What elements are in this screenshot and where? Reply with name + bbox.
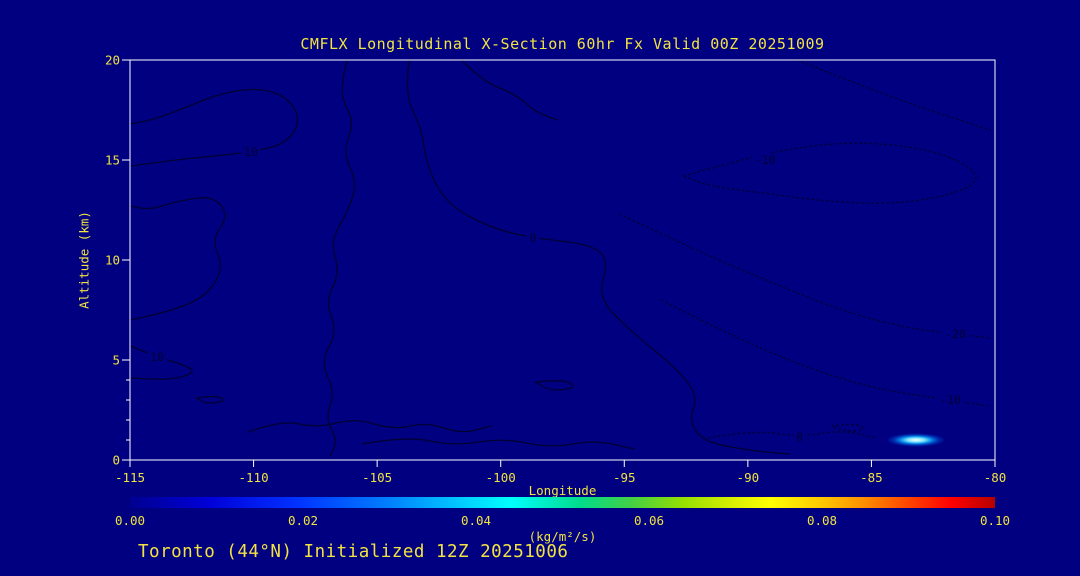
y-tick-label: 20: [104, 52, 120, 68]
contour-line-level--10: [796, 59, 991, 131]
contour-line-level-0: [707, 431, 878, 439]
contour-label-mask: [147, 350, 167, 364]
contour-line-level-0: [831, 423, 864, 432]
contour-label-mask: [937, 393, 964, 407]
x-tick-label: -105: [362, 470, 393, 485]
flux-hotspot: [886, 433, 946, 447]
contour-line-level--20: [618, 213, 991, 339]
model-run-info: Toronto (44°N) Initialized 12Z 20251006: [138, 542, 569, 562]
contour-label: -10: [755, 153, 776, 167]
x-tick-label: -110: [238, 470, 269, 485]
contour-line-level-10: [129, 88, 299, 167]
colorbar-tick-label: 0.04: [460, 513, 492, 528]
contour-label: 0: [796, 430, 803, 444]
contour-line-level-0: [534, 380, 574, 391]
colorbar-tick-label: 0.08: [806, 513, 838, 528]
y-tick-label: 0: [112, 452, 120, 468]
contour-label-mask: [793, 430, 806, 444]
x-tick-label: -85: [860, 470, 883, 485]
contour-label-mask: [241, 145, 261, 159]
x-tick-label: -90: [736, 470, 760, 485]
contour-line-level--10: [682, 142, 977, 204]
contour-line-level-0: [247, 420, 492, 433]
contour-label: -10: [940, 393, 961, 407]
x-axis-label: Longitude: [528, 483, 597, 498]
x-tick-label: -100: [485, 470, 516, 485]
y-tick-label: 5: [112, 352, 120, 368]
colorbar-tick-label: 0.10: [979, 513, 1011, 528]
plot-frame: [129, 59, 996, 461]
y-tick-label: 15: [104, 152, 120, 168]
contour-line-level-0: [406, 59, 791, 455]
x-tick-label: -80: [983, 470, 1007, 485]
y-tick-label: 10: [104, 252, 120, 268]
colorbar-units-label: (kg/m²/s): [528, 529, 597, 544]
chart-title: CMFLX Longitudinal X-Section 60hr Fx Val…: [300, 35, 825, 53]
contour-label-mask: [751, 153, 779, 167]
contour-line-level-0: [361, 438, 635, 450]
colorbar-tick-label: 0.02: [287, 513, 319, 528]
contour-label: 0: [529, 231, 536, 245]
contour-line-level-10: [323, 59, 356, 457]
contour-label-mask: [942, 327, 969, 341]
x-tick-label: -115: [114, 470, 146, 485]
contour-line-level-0: [460, 59, 559, 121]
contour-label: 10: [150, 350, 164, 364]
contour-label: -20: [945, 327, 966, 341]
colorbar: [130, 497, 995, 508]
contour-label-mask: [526, 231, 539, 245]
contour-line-level-10: [129, 197, 226, 321]
x-tick-label: -95: [612, 470, 636, 485]
contour-line-level-10: [196, 395, 224, 404]
contour-line-level--10: [660, 299, 989, 407]
contour-label: 10: [244, 145, 258, 159]
colorbar-tick-label: 0.06: [633, 513, 665, 528]
colorbar-tick-label: 0.00: [114, 513, 146, 528]
